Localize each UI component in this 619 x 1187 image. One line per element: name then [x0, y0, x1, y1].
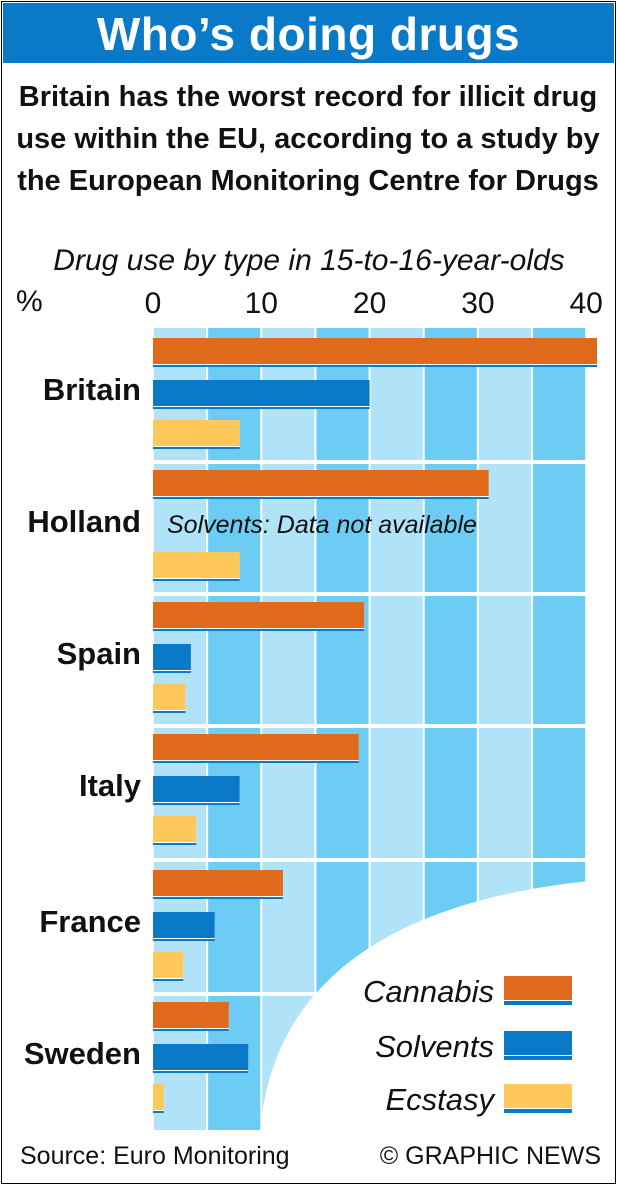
- unit-label: %: [16, 285, 43, 318]
- missing-data-note: Solvents: Data not available: [167, 511, 477, 539]
- title-bar: [3, 3, 614, 63]
- subtitle: Britain has the worst record for illicit…: [16, 81, 600, 197]
- bar-ecstasy: [153, 1084, 164, 1110]
- bar-cannabis: [153, 338, 597, 364]
- bar-solvents: [153, 776, 240, 802]
- legend-label-solvents: Solvents: [375, 1029, 494, 1064]
- category-label-holland: Holland: [27, 504, 141, 539]
- bar-solvents: [153, 1044, 249, 1070]
- group-separator: [153, 858, 591, 862]
- bar-solvents: [153, 644, 191, 670]
- page-title: Who’s doing drugs: [96, 8, 521, 60]
- category-label-spain: Spain: [57, 636, 141, 671]
- bar-cannabis: [153, 602, 365, 628]
- bar-cannabis: [153, 470, 489, 496]
- bar-ecstasy: [153, 952, 184, 978]
- group-separator: [153, 592, 591, 596]
- x-tick-label: 0: [145, 287, 162, 320]
- x-tick-label: 40: [569, 287, 602, 320]
- bar-solvents: [153, 380, 370, 406]
- source-note: Source: Euro Monitoring: [20, 1142, 290, 1170]
- legend-swatch-underline: [504, 1001, 572, 1005]
- legend-label-cannabis: Cannabis: [363, 974, 494, 1009]
- bar-cannabis: [153, 1002, 229, 1028]
- credit-note: © GRAPHIC NEWS: [379, 1142, 601, 1170]
- bar-ecstasy: [153, 552, 240, 578]
- category-label-france: France: [39, 904, 141, 939]
- legend-swatch-underline: [504, 1056, 572, 1060]
- category-label-britain: Britain: [43, 372, 141, 407]
- bar-ecstasy: [153, 420, 240, 446]
- bar-solvents: [153, 912, 215, 938]
- group-separator: [153, 724, 591, 728]
- x-tick-label: 30: [461, 287, 494, 320]
- legend-swatch-ecstasy: [504, 1084, 572, 1108]
- legend-swatch-underline: [504, 1109, 572, 1113]
- bar-cannabis: [153, 734, 359, 760]
- x-tick-label: 20: [353, 287, 386, 320]
- legend-cutout: [260, 880, 600, 1134]
- group-separator: [153, 460, 591, 464]
- bar-ecstasy: [153, 684, 186, 710]
- chart-title: Drug use by type in 15-to-16-year-olds: [53, 244, 565, 277]
- category-label-sweden: Sweden: [24, 1036, 141, 1071]
- bar-ecstasy: [153, 816, 197, 842]
- legend-swatch-cannabis: [504, 976, 572, 1000]
- legend-label-ecstasy: Ecstasy: [385, 1082, 496, 1117]
- legend-swatch-solvents: [504, 1031, 572, 1055]
- bar-cannabis: [153, 870, 283, 896]
- x-tick-label: 10: [245, 287, 278, 320]
- category-label-italy: Italy: [79, 768, 142, 803]
